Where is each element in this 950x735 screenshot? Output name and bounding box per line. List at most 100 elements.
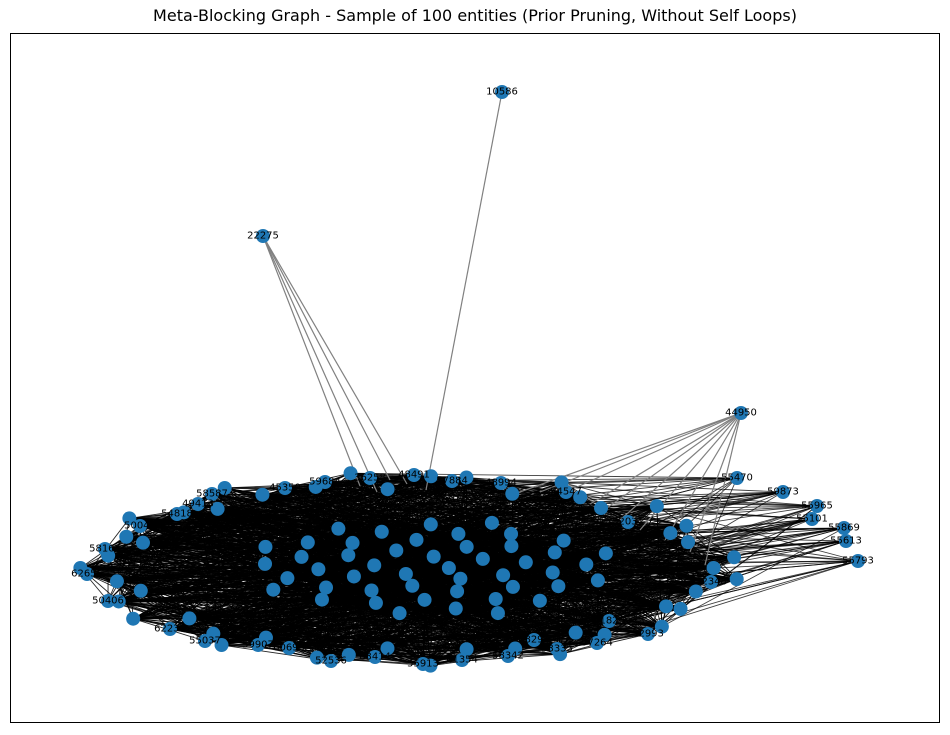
graph-node — [451, 526, 466, 541]
cluster-edge — [307, 542, 372, 591]
node-label: 44950 — [725, 408, 757, 419]
graph-node — [505, 579, 520, 594]
cluster-edge — [511, 532, 671, 535]
graph-node — [448, 601, 463, 616]
graph-node — [258, 539, 273, 554]
graph-node — [364, 583, 379, 598]
node-label: 58587 — [196, 489, 228, 500]
cluster-edge — [118, 493, 513, 602]
graph-node — [504, 539, 519, 554]
fan-edge — [680, 477, 738, 610]
cluster-edge — [369, 477, 377, 603]
cluster-edge — [140, 590, 535, 641]
node-label: 55101 — [796, 514, 828, 525]
cluster-edge — [307, 541, 349, 556]
node-label: 59907 — [242, 640, 274, 651]
graph-node — [135, 535, 150, 550]
graph-node — [280, 571, 295, 586]
cluster-edge — [422, 653, 561, 665]
cluster-edge — [107, 542, 144, 602]
node-label: 61354 — [446, 655, 478, 666]
cluster-edge — [575, 525, 687, 633]
graph-node — [505, 486, 520, 501]
graph-node — [441, 561, 456, 575]
graph-node — [621, 515, 635, 529]
graph-node — [673, 601, 688, 616]
graph-node — [459, 539, 474, 554]
graph-node — [343, 466, 358, 481]
graph-node — [314, 592, 329, 607]
graph-node — [392, 606, 407, 621]
node-label: 63414 — [359, 652, 391, 663]
fan-edge — [288, 540, 847, 649]
fan-edge — [80, 560, 859, 569]
nodes-layer — [73, 85, 865, 673]
cluster-edge — [189, 617, 605, 636]
graph-node — [532, 593, 547, 608]
cluster-edge — [116, 508, 218, 582]
node-label: 59873 — [767, 487, 799, 498]
graph-node — [341, 647, 356, 662]
cluster-edge — [433, 556, 463, 661]
graph-node — [459, 642, 474, 657]
graph-node — [494, 476, 508, 490]
node-label: 10586 — [486, 87, 518, 98]
node-label: 58165 — [89, 544, 121, 555]
node-label: 55470 — [721, 473, 753, 484]
fan-edge — [457, 527, 845, 592]
node-label: 50406 — [92, 596, 124, 607]
graph-node — [318, 475, 332, 489]
fan-edge — [224, 487, 818, 507]
cluster-edge — [139, 481, 326, 527]
fan-edge — [525, 540, 847, 563]
graph-node — [679, 518, 694, 533]
outlier-edge — [516, 412, 742, 494]
node-label: 52348 — [695, 577, 727, 588]
outlier-edge — [262, 235, 361, 487]
node-label: 45350 — [269, 483, 301, 494]
cluster-edge — [596, 580, 599, 644]
graph-node — [776, 485, 790, 499]
graph-node — [119, 529, 134, 544]
fan-edge — [433, 518, 813, 558]
graph-node — [559, 485, 573, 499]
fan-edge — [563, 540, 859, 562]
node-label: 22275 — [247, 231, 279, 242]
cluster-edge — [525, 562, 598, 644]
fan-edge — [608, 560, 859, 622]
cluster-edge — [554, 551, 714, 569]
graph-node — [398, 566, 413, 581]
fan-edge — [466, 477, 818, 507]
graph-node — [345, 535, 360, 550]
node-label: 53335 — [541, 644, 573, 655]
graph-node — [417, 592, 432, 607]
graph-node — [730, 471, 744, 485]
graph-node — [380, 641, 395, 656]
cluster-edge — [140, 567, 714, 592]
graph-node — [484, 515, 499, 530]
cluster-edge — [511, 493, 605, 636]
graph-node — [133, 519, 147, 533]
graph-node — [266, 582, 281, 597]
cluster-edge — [126, 536, 332, 662]
graph-node — [126, 611, 141, 626]
graph-node — [837, 521, 851, 535]
graph-node — [407, 468, 421, 482]
fan-edge — [139, 491, 784, 527]
graph-node — [331, 521, 346, 536]
outlier-edge — [565, 412, 742, 493]
graph-node — [368, 650, 382, 664]
graph-node — [341, 548, 356, 563]
cluster-edge — [139, 525, 459, 535]
fan-edge — [129, 505, 818, 519]
graph-node — [496, 568, 511, 583]
graph-node — [309, 650, 324, 665]
graph-node — [547, 545, 562, 560]
graph-node — [594, 501, 609, 516]
graph-node — [191, 497, 205, 511]
node-label: 55913 — [407, 659, 439, 670]
graph-node — [556, 533, 571, 548]
graph-node — [453, 571, 468, 586]
